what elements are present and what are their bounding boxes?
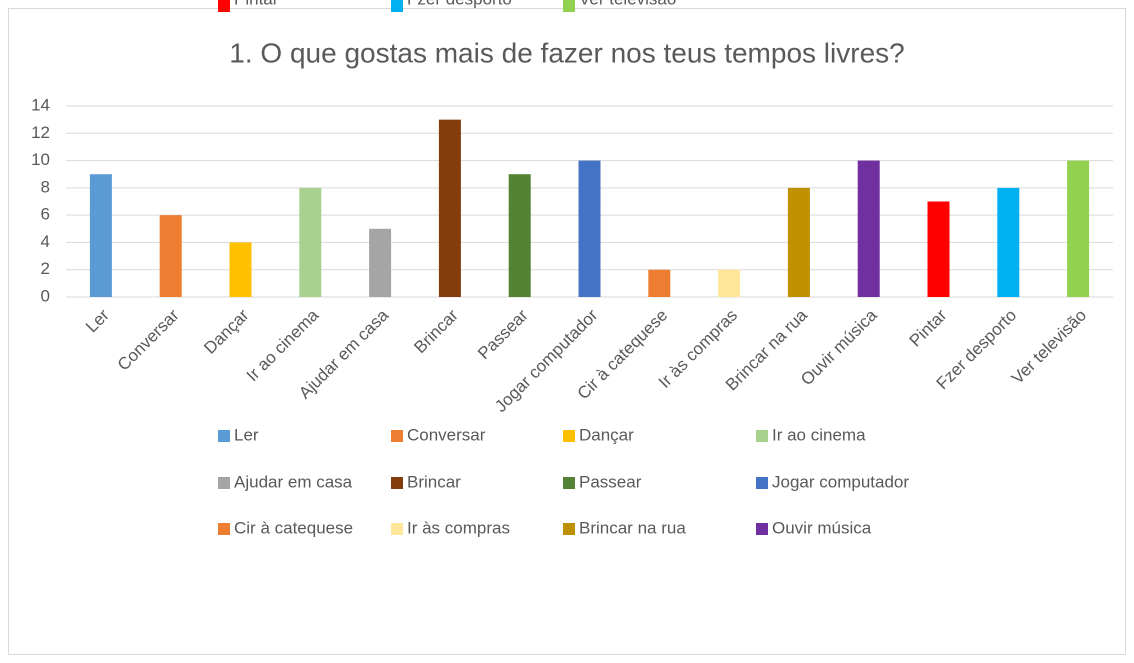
legend-label: Ir às compras: [407, 518, 510, 537]
bar: [857, 160, 880, 297]
legend-label: Fzer desporto: [407, 0, 512, 8]
bar: [159, 215, 182, 297]
legend-swatch: [218, 430, 230, 442]
legend-swatch: [756, 430, 768, 442]
legend-label: Dançar: [579, 425, 634, 444]
bar: [787, 187, 810, 297]
legend-swatch: [563, 523, 575, 535]
y-tick-label: 6: [41, 205, 50, 224]
y-tick-label: 10: [31, 150, 50, 169]
bar: [578, 160, 601, 297]
legend-label: Pintar: [234, 0, 279, 8]
y-tick-label: 2: [41, 259, 50, 278]
legend-label: Cir à catequese: [234, 518, 353, 537]
y-tick-label: 0: [41, 286, 50, 305]
bar: [438, 119, 461, 298]
bar: [299, 187, 322, 297]
chart-border: [8, 8, 1126, 655]
legend-swatch: [218, 523, 230, 535]
legend-label: Conversar: [407, 425, 486, 444]
legend-swatch: [391, 523, 403, 535]
legend-label: Ir ao cinema: [772, 425, 866, 444]
legend-label: Brincar: [407, 472, 461, 491]
legend-label: Passear: [579, 472, 642, 491]
bar: [1067, 160, 1090, 297]
legend-swatch: [756, 477, 768, 489]
legend-swatch: [756, 523, 768, 535]
legend-swatch: [563, 430, 575, 442]
bar: [648, 269, 671, 297]
y-tick-label: 8: [41, 177, 50, 196]
legend-label: Ajudar em casa: [234, 472, 353, 491]
legend-label: Ver televisão: [579, 0, 676, 8]
legend-swatch: [218, 477, 230, 489]
bar: [718, 269, 741, 297]
bar: [927, 201, 950, 297]
bar: [997, 187, 1020, 297]
y-tick-label: 12: [31, 123, 50, 142]
legend-label: Ler: [234, 425, 259, 444]
chart-title: 1. O que gostas mais de fazer nos teus t…: [229, 37, 904, 68]
legend-swatch: [391, 0, 403, 12]
y-tick-label: 14: [31, 95, 50, 114]
legend-swatch: [391, 477, 403, 489]
bar: [89, 174, 112, 297]
legend-swatch: [563, 0, 575, 12]
bar: [508, 174, 531, 297]
legend-label: Jogar computador: [772, 472, 909, 491]
legend-swatch: [391, 430, 403, 442]
legend-swatch: [218, 0, 230, 12]
bar: [229, 242, 252, 297]
bar: [369, 228, 392, 297]
legend-label: Brincar na rua: [579, 518, 686, 537]
legend-label: Ouvir música: [772, 518, 872, 537]
y-tick-label: 4: [41, 232, 50, 251]
legend-swatch: [563, 477, 575, 489]
